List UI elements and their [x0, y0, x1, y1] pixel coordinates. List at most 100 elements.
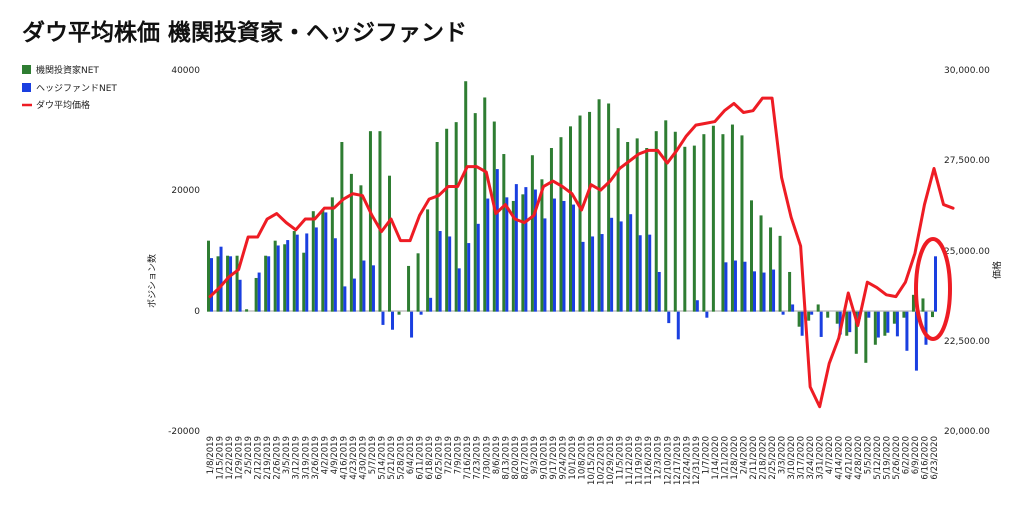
x-tick-label: 1/21/2020	[720, 436, 730, 480]
x-tick-label: 5/21/2019	[387, 436, 397, 480]
institutional-bar	[407, 265, 411, 312]
institutional-bar	[492, 121, 496, 312]
institutional-bar	[349, 173, 353, 312]
hedge-bar	[333, 238, 337, 312]
institutional-bar	[207, 240, 210, 312]
x-tick-label: 6/4/2019	[406, 436, 416, 474]
institutional-bar	[692, 145, 696, 312]
x-tick-label: 7/23/2019	[473, 436, 483, 480]
y-right-tick: 20,000.00	[944, 427, 990, 437]
hedge-bar	[352, 278, 356, 312]
x-tick-label: 9/24/2019	[558, 436, 568, 480]
hedge-bar	[419, 311, 423, 315]
x-tick-label: 2/18/2020	[759, 436, 769, 480]
hedge-bar	[848, 311, 852, 333]
x-tick-label: 5/28/2019	[397, 436, 407, 480]
institutional-bar	[464, 81, 468, 312]
x-tick-label: 7/30/2019	[482, 436, 492, 480]
bar-layer	[207, 81, 937, 371]
institutional-bar	[292, 231, 296, 312]
hedge-bar	[619, 221, 623, 312]
hedge-bar	[581, 241, 585, 312]
institutional-bar	[721, 134, 725, 312]
hedge-bar	[895, 311, 899, 337]
hedge-bar	[600, 234, 604, 312]
x-tick-label: 1/8/2019	[206, 436, 216, 474]
institutional-bar	[426, 209, 430, 312]
institutional-bar	[921, 298, 925, 312]
institutional-bar	[883, 311, 887, 336]
institutional-bar	[283, 244, 287, 312]
institutional-bar	[864, 311, 868, 363]
x-tick-label: 1/28/2020	[730, 436, 740, 480]
institutional-bar	[245, 309, 249, 312]
legend-swatch-institutional	[22, 65, 31, 74]
institutional-bar	[435, 142, 439, 312]
y-right-tick: 25,000.00	[944, 247, 990, 257]
hedge-bar	[286, 240, 290, 312]
institutional-bar	[816, 304, 820, 312]
hedge-bar	[448, 236, 452, 312]
x-tick-label: 6/25/2019	[435, 436, 445, 480]
x-tick-label: 2/5/2019	[244, 436, 254, 474]
institutional-bar	[654, 131, 658, 312]
institutional-bar	[559, 137, 563, 312]
institutional-bar	[511, 200, 515, 312]
institutional-bar	[873, 311, 877, 345]
x-tick-label: 3/5/2019	[282, 436, 292, 474]
hedge-bar	[781, 311, 785, 315]
institutional-bar	[788, 271, 792, 312]
hedge-bar	[305, 233, 309, 312]
x-tick-label: 2/11/2020	[749, 436, 759, 480]
hedge-bar	[705, 311, 709, 318]
institutional-bar	[264, 255, 268, 312]
y-right-tick: 27,500.00	[944, 156, 990, 166]
x-tick-label: 9/3/2019	[530, 436, 540, 474]
x-tick-label: 10/29/2019	[606, 436, 616, 485]
institutional-bar	[378, 131, 382, 312]
x-tick-label: 2/19/2019	[263, 436, 273, 480]
institutional-bar	[359, 185, 363, 312]
hedge-bar	[562, 200, 566, 312]
institutional-bar	[702, 134, 706, 312]
hedge-bar	[457, 268, 461, 312]
x-tick-label: 3/19/2019	[301, 436, 311, 480]
x-tick-label: 11/12/2019	[625, 436, 635, 485]
x-tick-label: 2/12/2019	[254, 436, 264, 480]
institutional-bar	[607, 103, 611, 312]
institutional-bar	[616, 128, 620, 312]
x-tick-label: 1/7/2020	[701, 436, 711, 474]
institutional-bar	[473, 113, 477, 312]
institutional-bar	[711, 125, 715, 312]
x-tick-label: 3/10/2020	[787, 436, 797, 480]
institutional-bar	[626, 142, 630, 312]
x-tick-label: 7/2/2019	[444, 436, 454, 474]
x-tick-label: 11/19/2019	[635, 436, 645, 485]
hedge-bar	[429, 297, 433, 312]
hedge-bar	[838, 311, 842, 335]
x-tick-label: 7/9/2019	[454, 436, 464, 474]
x-tick-label: 8/6/2019	[492, 436, 502, 474]
institutional-bar	[730, 124, 734, 312]
institutional-bar	[911, 294, 915, 312]
x-tick-label: 4/14/2020	[835, 436, 845, 480]
hedge-bar	[257, 272, 261, 312]
hedge-bar	[371, 265, 375, 312]
hedge-bar	[762, 272, 766, 312]
hedge-bar	[476, 223, 480, 312]
hedge-bar	[276, 245, 280, 312]
hedge-bar	[648, 234, 652, 312]
x-tick-label: 2/25/2020	[768, 436, 778, 480]
institutional-bar	[892, 311, 896, 324]
hedge-bar	[343, 286, 347, 312]
hedge-bar	[791, 304, 795, 312]
institutional-bar	[588, 111, 592, 312]
institutional-bar	[216, 256, 220, 312]
x-tick-label: 8/20/2019	[511, 436, 521, 480]
hedge-bar	[733, 260, 737, 312]
legend: 機関投資家NET ヘッジファンドNET ダウ平均価格	[22, 64, 117, 111]
institutional-bar	[673, 131, 677, 312]
hedge-bar	[238, 279, 242, 312]
hedge-bar	[876, 311, 880, 338]
